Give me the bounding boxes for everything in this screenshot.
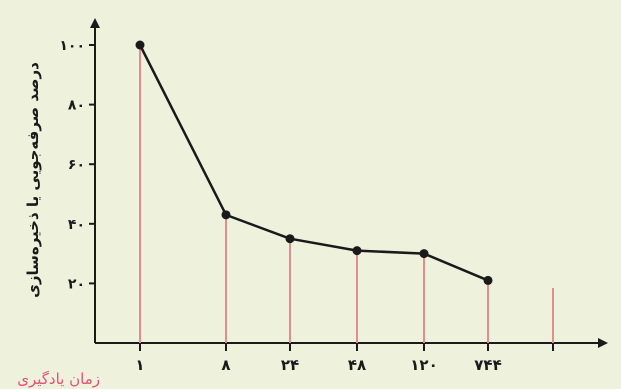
y-tick-label: ۲۰ — [68, 276, 85, 292]
data-point — [135, 40, 145, 50]
x-ticks: ۱ ۸ ۲۴ ۴۸ ۱۲۰ ۷۴۴ — [135, 288, 554, 374]
x-tick-label: ۴۸ — [348, 356, 366, 374]
data-point — [221, 210, 231, 220]
drop-lines — [139, 45, 489, 343]
series-line — [138, 44, 489, 282]
x-tick-label: ۷۴۴ — [474, 356, 501, 374]
y-tick-label: ۴۰ — [68, 217, 85, 233]
x-axis-arrow — [598, 338, 608, 348]
axes — [90, 18, 608, 348]
data-point — [352, 246, 362, 256]
data-points — [135, 40, 493, 285]
y-ticks: ۲۰ ۴۰ ۶۰ ۸۰ ۱۰۰ — [59, 38, 95, 292]
x-tick-label: ۸ — [221, 356, 230, 374]
x-tick-label: ۲۴ — [281, 356, 299, 374]
y-tick-label: ۸۰ — [68, 98, 85, 114]
y-tick-label: ۶۰ — [68, 157, 85, 173]
y-tick-label: ۱۰۰ — [59, 38, 85, 54]
series-polyline — [138, 44, 489, 282]
y-axis-label: درصد صرفه‌جویی یا ذخیره‌سازی — [24, 62, 42, 298]
x-tick-label: ۱۲۰ — [410, 356, 437, 374]
x-tick-label: ۱ — [135, 356, 144, 374]
data-point — [483, 275, 493, 285]
data-point — [285, 234, 295, 244]
y-axis-arrow — [90, 18, 100, 28]
x-axis-label: زمان یادگیری — [17, 370, 100, 388]
data-point — [419, 249, 429, 259]
